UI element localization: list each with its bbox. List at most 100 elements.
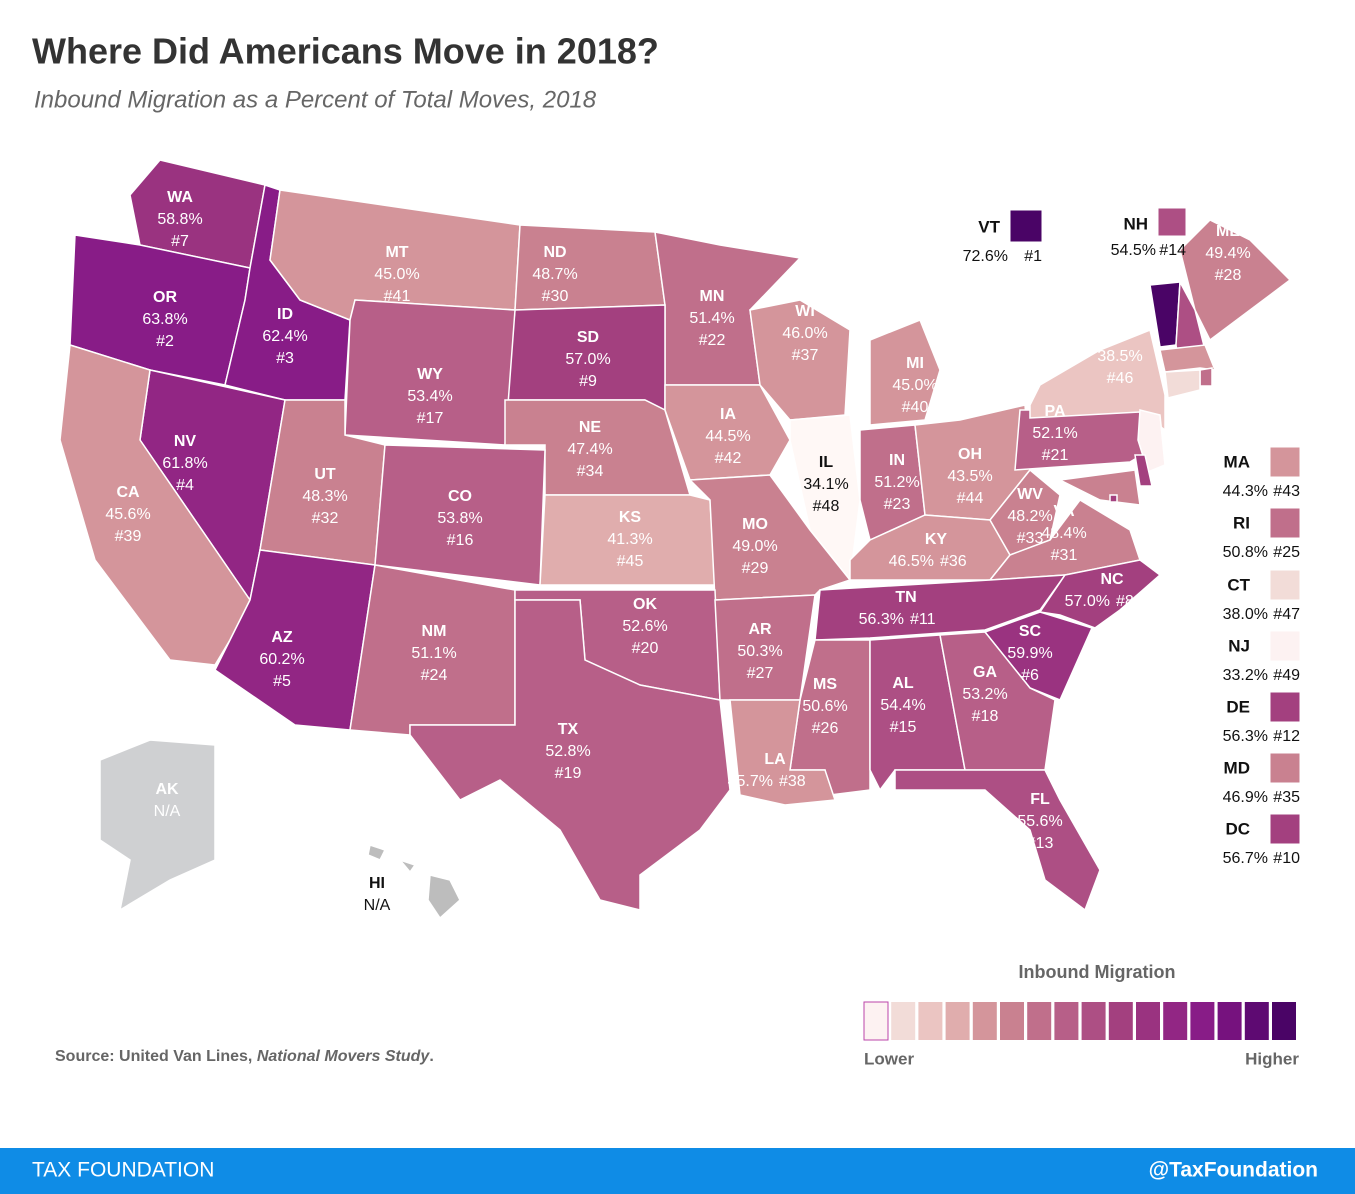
state-rank: #49 <box>1273 667 1300 684</box>
state-abbr: AL <box>892 675 914 692</box>
state <box>99 739 216 912</box>
state-rank: #19 <box>555 765 582 782</box>
state <box>894 769 1101 912</box>
state-value: 49.4% <box>1205 245 1250 262</box>
state-abbr: NJ <box>1228 636 1250 655</box>
state-rank: #43 <box>1273 483 1300 500</box>
state-rank: #9 <box>579 373 597 390</box>
state-rank: #4 <box>176 477 194 494</box>
footer-brand: TAX FOUNDATION <box>32 1159 214 1182</box>
state-rank: #41 <box>384 288 411 305</box>
state-value: 49.0% <box>732 538 777 555</box>
state-value: 53.8% <box>437 510 482 527</box>
state-abbr: AK <box>155 781 179 798</box>
state-rank: #32 <box>312 510 339 527</box>
legend-swatch <box>1244 1002 1269 1040</box>
state-value: 60.2% <box>259 651 304 668</box>
state-value: 48.3% <box>302 488 347 505</box>
state-value: 54.5% <box>1111 242 1156 259</box>
state-rank: #8 <box>1116 593 1134 610</box>
state-value: 50.8% <box>1223 544 1268 561</box>
state-rank: #39 <box>115 528 142 545</box>
state-value: 33.2% <box>1223 667 1268 684</box>
state-value: 51.2% <box>874 474 919 491</box>
state-rank: #14 <box>1159 242 1186 259</box>
state <box>1159 344 1217 373</box>
state-rank: #36 <box>940 553 967 570</box>
state-swatch <box>1269 813 1301 845</box>
state-abbr: MA <box>1224 452 1250 471</box>
legend-swatch <box>972 1002 997 1040</box>
state-rank: #20 <box>632 640 659 657</box>
state-abbr: OK <box>633 596 657 613</box>
state-rank: #33 <box>1017 530 1044 547</box>
state-rank: #23 <box>884 496 911 513</box>
state-value: N/A <box>364 897 391 914</box>
legend-swatch <box>1108 1002 1133 1040</box>
state-rank: #17 <box>417 410 444 427</box>
state <box>367 844 461 920</box>
state <box>1029 328 1166 432</box>
state-rank: #38 <box>779 773 806 790</box>
source-prefix: Source: United Van Lines, <box>55 1048 257 1065</box>
state-rank: #35 <box>1273 789 1300 806</box>
state-value: 56.3% <box>859 611 904 628</box>
state-abbr: PA <box>1044 403 1065 420</box>
state-value: 41.3% <box>607 531 652 548</box>
source-suffix: . <box>429 1048 433 1065</box>
state-abbr: MO <box>742 516 768 533</box>
state-rank: #5 <box>273 673 291 690</box>
state <box>1199 367 1213 387</box>
state-abbr: ND <box>543 244 566 261</box>
state-abbr: ME <box>1216 223 1240 240</box>
state-rank: #46 <box>1107 370 1134 387</box>
state-rank: #34 <box>577 463 604 480</box>
state-swatch <box>1269 569 1301 601</box>
state-rank: #48 <box>813 498 840 515</box>
state-value: 50.3% <box>737 643 782 660</box>
source: Source: United Van Lines, National Mover… <box>55 1048 434 1065</box>
state-value: 46.5% <box>889 553 934 570</box>
state-rank: #29 <box>742 560 769 577</box>
state-value: 72.6% <box>963 248 1008 265</box>
state-rank: #25 <box>1273 544 1300 561</box>
legend-swatch <box>1163 1002 1188 1040</box>
state-abbr: NC <box>1100 571 1124 588</box>
state-value: 58.8% <box>157 211 202 228</box>
state-rank: #21 <box>1042 447 1069 464</box>
state-swatch <box>1269 752 1301 784</box>
footer-handle: @TaxFoundation <box>1149 1159 1318 1182</box>
state-abbr: CA <box>116 484 140 501</box>
state-rank: #40 <box>902 399 929 416</box>
state-abbr: CT <box>1227 575 1250 594</box>
state-value: 50.6% <box>802 698 847 715</box>
state-abbr: IL <box>819 454 833 471</box>
state-value: 34.1% <box>803 476 848 493</box>
state-abbr: GA <box>973 664 997 681</box>
state-rank: #12 <box>1273 728 1300 745</box>
state-rank: #24 <box>421 667 448 684</box>
state-value: 45.7% <box>728 773 773 790</box>
state-abbr: MD <box>1224 758 1250 777</box>
state <box>1149 281 1181 348</box>
state-rank: #13 <box>1027 835 1054 852</box>
state-abbr: MI <box>906 355 924 372</box>
subtitle: Inbound Migration as a Percent of Total … <box>34 86 597 113</box>
state-value: 43.5% <box>947 468 992 485</box>
state-rank: #44 <box>957 490 984 507</box>
state-abbr: AZ <box>271 629 293 646</box>
state-abbr: TN <box>895 589 916 606</box>
state <box>869 319 941 426</box>
state-rank: #37 <box>792 347 819 364</box>
state <box>59 344 251 666</box>
state <box>1134 454 1153 487</box>
state-rank: #2 <box>156 333 174 350</box>
legend-swatch <box>1190 1002 1215 1040</box>
state-value: 48.7% <box>532 266 577 283</box>
state-rank: #30 <box>542 288 569 305</box>
state-swatch <box>1269 507 1301 539</box>
state-abbr: RI <box>1233 513 1250 532</box>
state-abbr: CO <box>448 488 472 505</box>
state-rank: #28 <box>1215 267 1242 284</box>
